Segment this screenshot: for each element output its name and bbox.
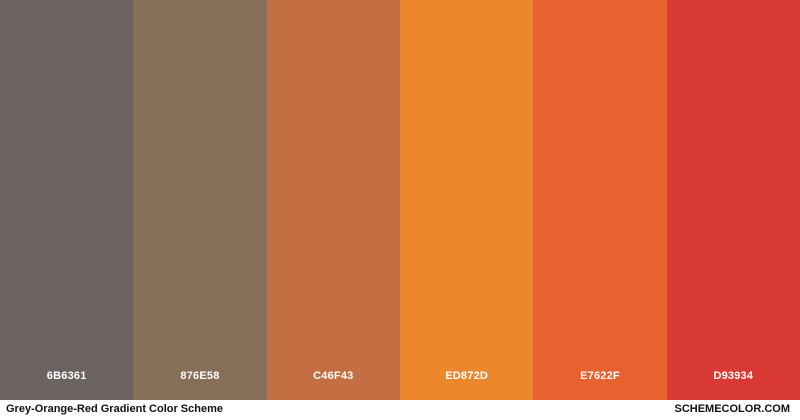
- color-swatch[interactable]: 6B6361: [0, 0, 134, 400]
- swatch-hex-label: 876E58: [180, 370, 220, 382]
- site-brand-link[interactable]: SCHEMECOLOR.COM: [674, 403, 791, 415]
- footer-bar: Grey-Orange-Red Gradient Color Scheme SC…: [0, 400, 800, 420]
- swatch-strip: 6B6361 876E58 C46F43 ED872D E7622F D9393…: [0, 0, 800, 400]
- color-swatch[interactable]: E7622F: [533, 0, 667, 400]
- swatch-hex-label: D93934: [713, 370, 754, 382]
- scheme-title: Grey-Orange-Red Gradient Color Scheme: [6, 403, 223, 415]
- color-swatch[interactable]: ED872D: [399, 0, 534, 400]
- swatch-hex-label: C46F43: [313, 370, 354, 382]
- color-swatch[interactable]: D93934: [666, 0, 800, 400]
- swatch-hex-label: 6B6361: [46, 370, 87, 382]
- swatch-hex-label: E7622F: [580, 370, 620, 382]
- color-swatch[interactable]: 876E58: [133, 0, 267, 400]
- color-swatch[interactable]: C46F43: [266, 0, 400, 400]
- swatch-hex-label: ED872D: [445, 370, 489, 382]
